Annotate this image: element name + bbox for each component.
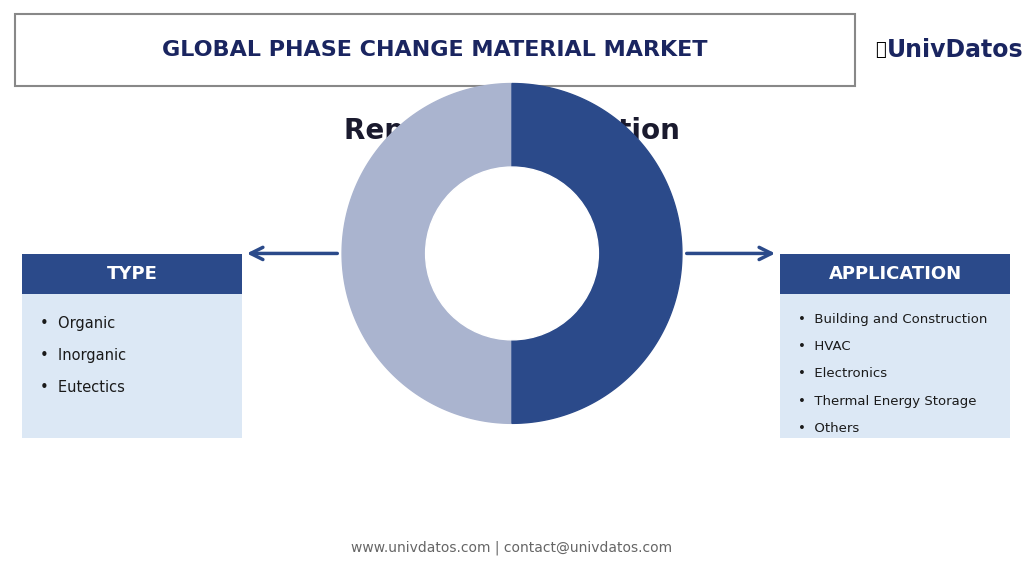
FancyBboxPatch shape (780, 294, 1010, 438)
Text: •  Electronics: • Electronics (798, 367, 887, 381)
Text: •  HVAC: • HVAC (798, 340, 851, 353)
Text: •  Thermal Energy Storage: • Thermal Energy Storage (798, 395, 977, 408)
Text: •  Organic: • Organic (40, 316, 116, 332)
Polygon shape (512, 84, 682, 423)
Text: Report Segmentation: Report Segmentation (344, 117, 680, 145)
Text: GLOBAL PHASE CHANGE MATERIAL MARKET: GLOBAL PHASE CHANGE MATERIAL MARKET (162, 40, 708, 60)
FancyBboxPatch shape (22, 254, 242, 294)
Text: TYPE: TYPE (106, 265, 158, 283)
Text: •  Others: • Others (798, 423, 859, 435)
Circle shape (426, 167, 598, 340)
Text: •  Building and Construction: • Building and Construction (798, 313, 987, 325)
Polygon shape (342, 84, 512, 423)
Text: APPLICATION: APPLICATION (828, 265, 962, 283)
Text: 🌐: 🌐 (874, 41, 886, 59)
Text: •  Eutectics: • Eutectics (40, 381, 125, 396)
Text: •  Inorganic: • Inorganic (40, 348, 126, 363)
Text: UnivDatos: UnivDatos (887, 38, 1023, 62)
FancyBboxPatch shape (780, 254, 1010, 294)
Text: www.univdatos.com | contact@univdatos.com: www.univdatos.com | contact@univdatos.co… (351, 541, 673, 555)
FancyBboxPatch shape (22, 294, 242, 438)
FancyBboxPatch shape (15, 14, 855, 86)
